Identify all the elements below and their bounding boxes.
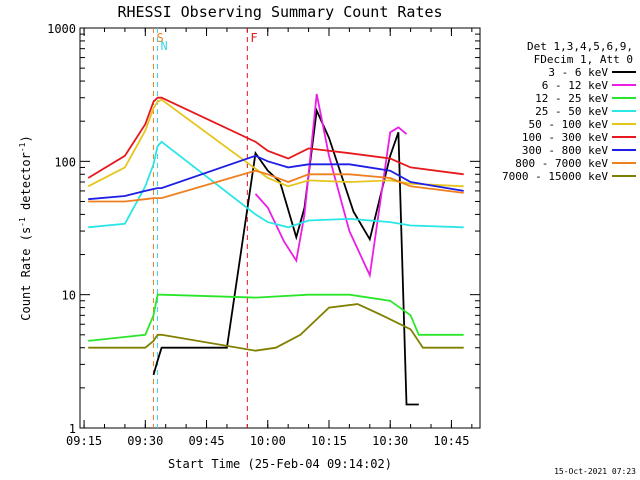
legend-entry: 12 - 25 keV <box>535 92 608 105</box>
flag-marker-letter: N <box>161 39 168 53</box>
legend-header-line-1: Det 1,3,4,5,6,9, <box>527 40 633 53</box>
x-axis-label: Start Time (25-Feb-04 09:14:02) <box>168 457 392 471</box>
y-tick-label: 10 <box>62 289 76 303</box>
legend-header-line-2: FDecim 1, Att 0 <box>534 53 633 66</box>
y-axis-label: Count Rate (s-1 detector-1) <box>18 135 33 320</box>
legend-entry: 800 - 7000 keV <box>515 157 608 170</box>
series-line <box>87 96 464 179</box>
x-tick-label: 09:45 <box>188 434 224 448</box>
plot-timestamp: 15-Oct-2021 07:23 <box>554 467 636 476</box>
attenuator-flag-markers: SN F <box>152 28 258 428</box>
legend: Det 1,3,4,5,6,9, FDecim 1, Att 0 3 - 6 k… <box>502 40 636 183</box>
series-group <box>87 93 464 406</box>
series-line <box>87 98 464 188</box>
legend-entry: 50 - 100 keV <box>529 118 609 131</box>
series-line <box>88 140 464 229</box>
x-tick-label: 09:15 <box>66 434 102 448</box>
x-axis: 09:15 09:30 09:45 10:00 10:15 10:30 10:45 <box>66 28 473 448</box>
series-line <box>254 93 408 279</box>
legend-entry: 300 - 800 keV <box>522 144 608 157</box>
series-line <box>88 293 464 342</box>
x-tick-label: 10:45 <box>433 434 469 448</box>
chart-title: RHESSI Observing Summary Count Rates <box>117 3 442 21</box>
x-tick-label: 10:15 <box>311 434 347 448</box>
y-tick-label: 1000 <box>47 22 76 36</box>
y-tick-label: 1 <box>69 422 76 436</box>
plot-frame <box>79 27 481 429</box>
flag-marker-letter: S <box>156 31 163 45</box>
legend-entry: 100 - 300 keV <box>522 131 608 144</box>
x-tick-label: 10:00 <box>250 434 286 448</box>
flag-marker-letter: F <box>250 31 257 45</box>
series-line <box>88 303 464 352</box>
series-line <box>88 169 464 203</box>
series-line <box>152 107 419 406</box>
x-tick-label: 10:30 <box>372 434 408 448</box>
y-tick-label: 100 <box>54 155 76 169</box>
y-axis: 1 10 100 1000 <box>47 22 480 436</box>
legend-entry: 3 - 6 keV <box>548 66 608 79</box>
legend-entry: 6 - 12 keV <box>542 79 609 92</box>
legend-entry: 7000 - 15000 keV <box>502 170 608 183</box>
series-line <box>88 154 464 201</box>
x-tick-label: 09:30 <box>127 434 163 448</box>
legend-entry: 25 - 50 keV <box>535 105 608 118</box>
